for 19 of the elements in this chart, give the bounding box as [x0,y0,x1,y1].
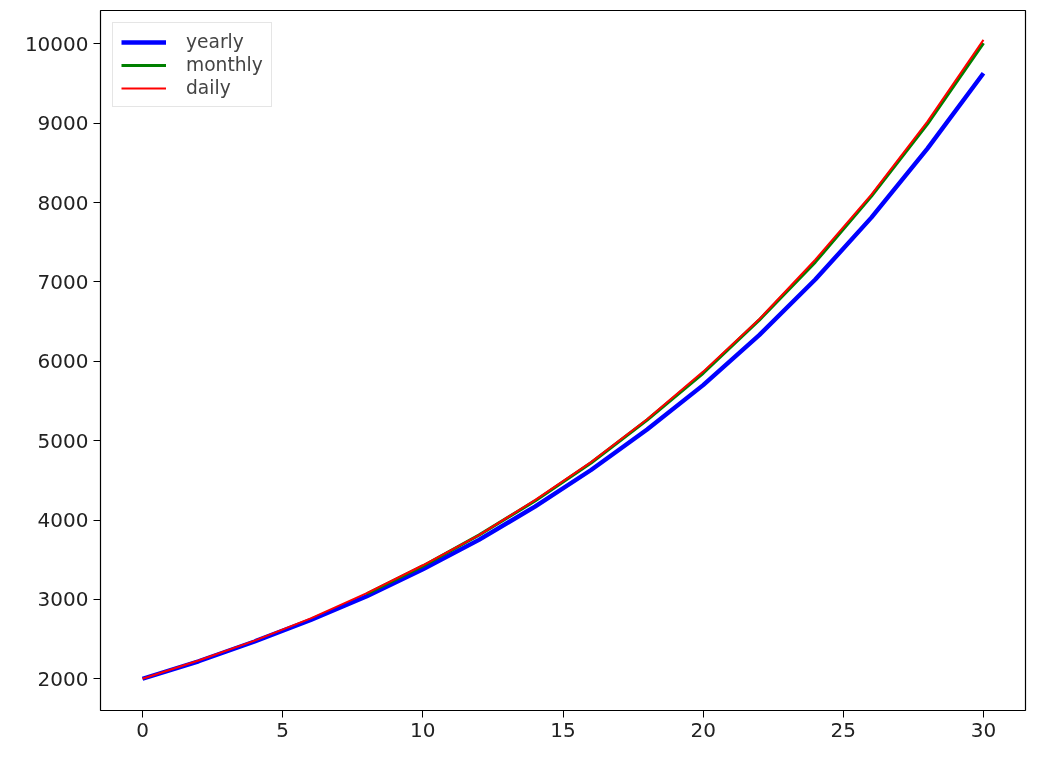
y-tick-label: 10000 [24,31,89,56]
y-tick-label: 7000 [37,269,89,294]
legend-label: yearly [186,31,244,52]
y-tick-label: 6000 [37,349,89,374]
y-tick-label: 8000 [37,190,89,215]
y-tick-label: 4000 [37,508,89,533]
y-tick-label: 9000 [37,111,89,136]
y-tick-label: 3000 [37,587,89,612]
x-tick-label: 15 [550,717,576,742]
x-tick-label: 5 [276,717,290,742]
legend-label: monthly [186,54,263,75]
x-tick-label: 30 [970,717,997,742]
x-tick-label: 25 [830,717,857,742]
x-tick-label: 0 [136,717,149,742]
y-tick-label: 5000 [37,428,89,453]
x-tick-label: 10 [410,717,436,742]
y-tick-label: 2000 [37,666,89,691]
legend-label: daily [186,77,231,98]
x-tick-label: 20 [690,717,716,742]
